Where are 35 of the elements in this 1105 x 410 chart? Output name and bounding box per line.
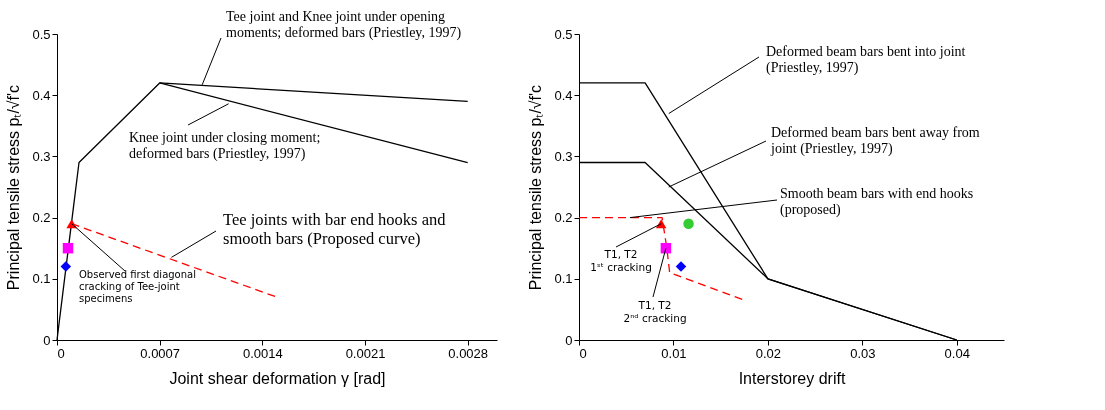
y-tick-label: 0.5 [32, 26, 51, 42]
annotation: Deformed beam bars bent into joint (Priestley, 1997) [766, 44, 966, 76]
x-axis-title: Joint shear deformation γ [rad] [169, 369, 386, 387]
annotation: T1, T2 1ˢᵗ cracking [590, 248, 652, 273]
y-tick-label: 0 [43, 332, 51, 348]
annotation: Tee joint and Knee joint under opening moments; deformed bars (Priestley, 1997) [226, 9, 462, 41]
y-tick-label: 0.4 [32, 87, 51, 103]
annotation: Knee joint under closing moment; deformed bars (Priestley, 1997) [129, 130, 321, 162]
y-tick-label: 0.5 [554, 26, 573, 42]
annotation: Smooth beam bars with end hooks (proposed) [780, 186, 974, 218]
y-axis-title: Principal tensile stress pₜ/√f'c [527, 84, 545, 291]
annotation: Observed first diagonal cracking of Tee-joint specimens [79, 269, 196, 304]
x-tick-label: 0.0028 [448, 345, 489, 361]
x-tick-label: 0.01 [661, 345, 687, 361]
y-tick-label: 0 [565, 332, 573, 348]
x-axis-title: Interstorey drift [738, 369, 846, 387]
x-tick-label: 0.0021 [345, 345, 386, 361]
x-tick-label: 0.02 [755, 345, 782, 361]
y-tick-label: 0.2 [554, 210, 573, 226]
x-tick-label: 0.04 [944, 345, 970, 361]
x-tick-label: 0.0007 [140, 345, 181, 361]
x-tick-label: 0.0014 [242, 345, 283, 361]
y-tick-label: 0.3 [32, 148, 51, 164]
y-tick-label: 0.2 [32, 210, 51, 226]
annotation: Deformed beam bars bent away from joint (Priestley, 1997) [770, 125, 980, 157]
x-tick-label: 0.03 [850, 345, 876, 361]
y-axis-title: Principal tensile stress pₜ/√f'c [5, 84, 23, 291]
y-tick-label: 0.1 [554, 271, 573, 287]
annotation: Tee joints with bar end hooks and smooth bars (Proposed curve) [223, 210, 447, 248]
annotation: T1, T2 2ⁿᵈ cracking [623, 299, 687, 324]
y-tick-label: 0.4 [554, 87, 573, 103]
y-tick-label: 0.3 [554, 148, 573, 164]
y-tick-label: 0.1 [32, 271, 51, 287]
x-tick-label: 0 [579, 345, 587, 361]
x-tick-label: 0 [57, 345, 65, 361]
